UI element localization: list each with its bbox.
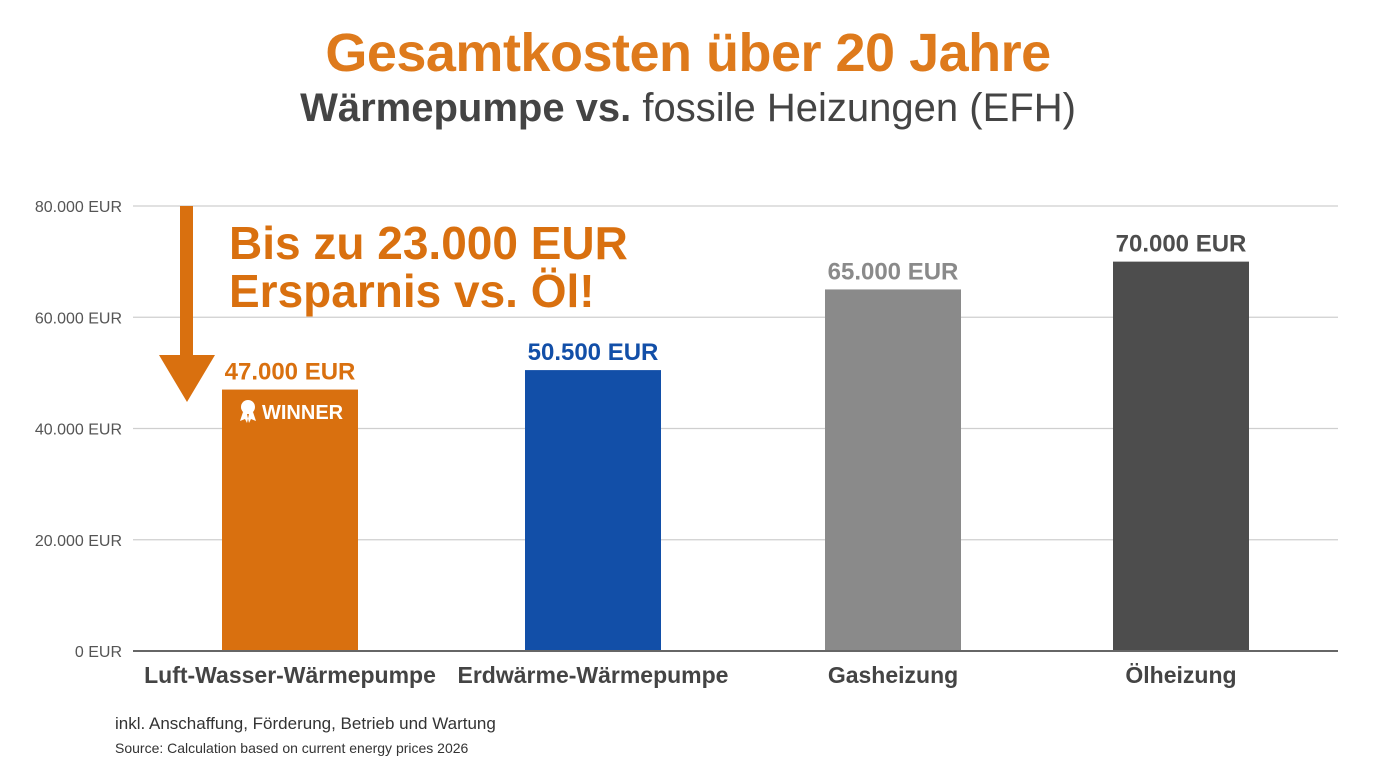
subtitle-bold: Wärmepumpe vs. [300,86,632,130]
value-label: 65.000 EUR [828,258,959,285]
bar-1 [222,389,358,650]
bar-3 [825,289,961,650]
y-tick-label: 60.000 EUR [35,310,122,327]
y-tick-label: 80.000 EUR [35,199,122,216]
bar-4 [1113,261,1249,650]
down-arrow-icon [159,206,215,402]
y-tick-label: 40.000 EUR [35,422,122,439]
award-icon [241,400,255,414]
winner-badge: WINNER [262,402,344,424]
source-note: Source: Calculation based on current ene… [115,740,469,756]
value-label: 50.500 EUR [528,339,659,366]
chart-subtitle: Wärmepumpe vs. fossile Heizungen (EFH) [0,86,1376,131]
x-tick-label: Gasheizung [828,662,958,688]
subtitle-rest: fossile Heizungen (EFH) [642,86,1076,130]
value-label: 70.000 EUR [1116,231,1247,258]
savings-callout-line2: Ersparnis vs. Öl! [229,265,595,317]
y-tick-label: 20.000 EUR [35,533,122,550]
award-ribbon-icon [240,412,256,423]
footnote: inkl. Anschaffung, Förderung, Betrieb un… [115,714,496,733]
chart-title: Gesamtkosten über 20 Jahre [325,23,1051,83]
x-tick-label: Luft-Wasser-Wärmepumpe [144,662,436,688]
x-tick-label: Ölheizung [1125,662,1236,688]
y-tick-label: 0 EUR [75,644,122,661]
value-label: 47.000 EUR [225,359,356,386]
bar-2 [525,370,661,650]
x-tick-label: Erdwärme-Wärmepumpe [458,662,729,688]
savings-callout-line1: Bis zu 23.000 EUR [229,217,628,269]
